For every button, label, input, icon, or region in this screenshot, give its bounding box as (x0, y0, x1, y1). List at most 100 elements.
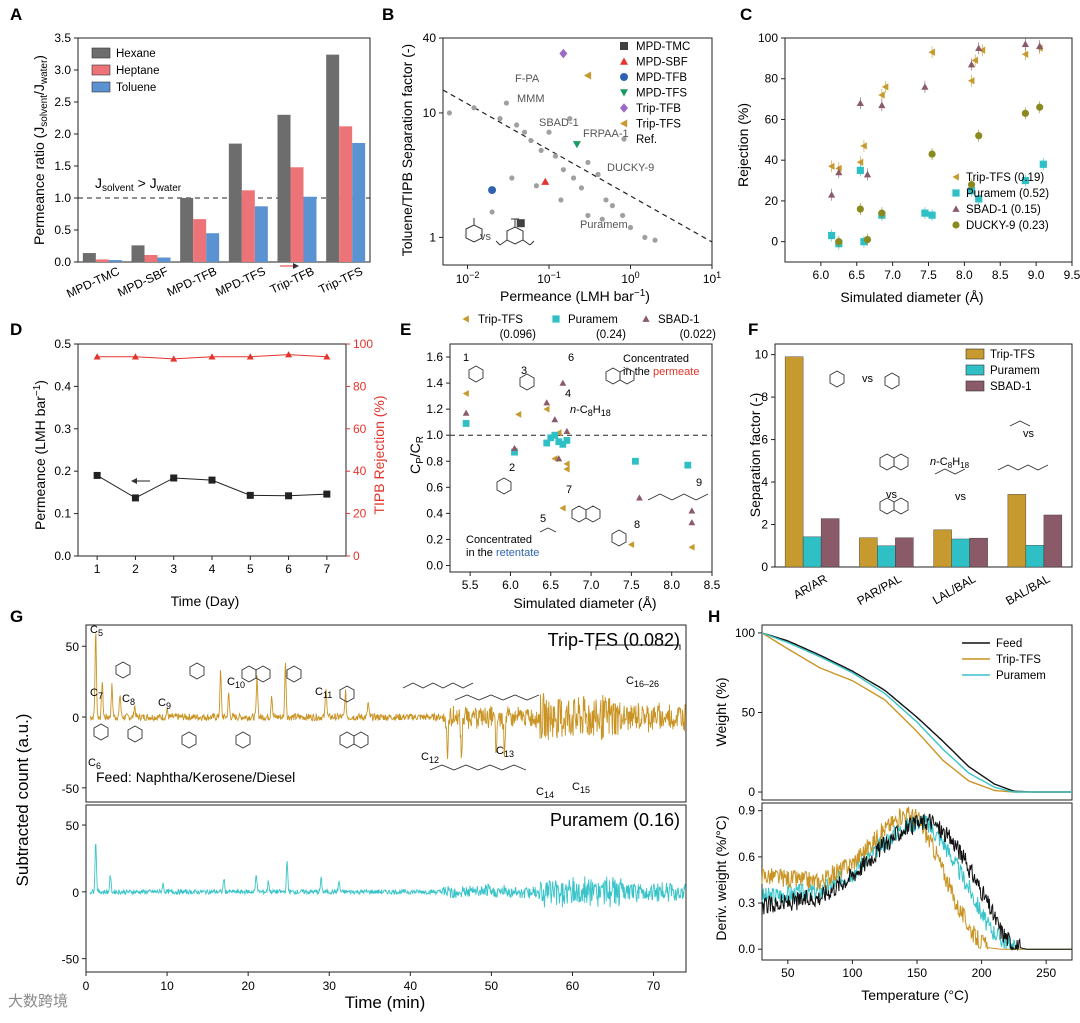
panel-g-xtick-label: 60 (566, 979, 580, 993)
panel-b-point-mpd-sbf (541, 177, 550, 185)
panel-b-point-ref- (471, 105, 477, 111)
panel-letter-h: H (708, 607, 720, 626)
panel-c-ytick-label: 0 (771, 235, 778, 249)
panel-a-bar-toluene (303, 196, 317, 262)
panel-a-category-label: MPD-TFB (165, 264, 219, 299)
toluene-structure-icon (465, 218, 483, 243)
panel-c-point-ducky-9 (863, 236, 872, 244)
panel-e-labels: 1 2 3 4 5 6 7 8 9 n-C8H18 (463, 352, 702, 531)
panel-a-bar-hexane (180, 198, 194, 262)
panel-b-point-ref- (585, 212, 591, 219)
panel-e-ytick-label: 0.6 (426, 480, 443, 494)
panel-e-region-top-c: permeate (653, 366, 699, 378)
panel-b-point-mpd-tfs (572, 141, 581, 149)
panel-e-region-bottom-b: in the (466, 547, 496, 559)
panel-e-point-puramem (543, 439, 551, 447)
panel-c-point-sbad-1 (967, 60, 976, 68)
panel-h-ytick-label: 0.0 (738, 942, 755, 956)
panel-a-reference-label: Jsolvent > Jwater (95, 175, 182, 194)
panel-h-ytick-label: 0 (748, 785, 755, 799)
panel-c-legend: Trip-TFS (0.19) Puramem (0.52) SBAD-1 (0.1… (952, 172, 1049, 232)
panel-e-point-trip-tfs (515, 410, 522, 418)
panel-e: E CP/CR Simulated diameter (Å) 5.5 6.0 6.5… (400, 314, 721, 611)
panel-e-legend-label: SBAD-1 (658, 314, 700, 326)
panel-h-ytick-label: 100 (735, 626, 755, 640)
panel-f-ytick-label: 0 (761, 560, 768, 574)
panel-letter-e: E (400, 320, 411, 339)
panel-e-point-puramem (555, 438, 563, 446)
panel-a-bar-hexane (131, 245, 145, 262)
panel-c-point-puramem (921, 209, 929, 217)
panel-g-carbon-label: C10 (227, 676, 245, 690)
panel-f-bar-sbad-1 (969, 537, 988, 568)
panel-h-xtick-label: 250 (1036, 966, 1056, 980)
panel-c-xtick-label: 8.0 (956, 268, 973, 282)
panel-f-category-label: LAL/BAL (930, 571, 978, 607)
panel-b-xtick-label: 100 (621, 270, 639, 286)
panel-g-carbon-label: C12 (421, 751, 439, 765)
panel-h-deriv-feed (761, 813, 1072, 952)
panel-d-y2label: TIPB Rejection (%) (371, 395, 387, 514)
panel-a-frame (77, 37, 371, 263)
panel-c-xlabel: Simulated diameter (Å) (840, 289, 983, 305)
panel-c-legend-marker (952, 173, 959, 181)
panel-g-carbon-label: C16–26 (626, 675, 659, 689)
panel-e-region-top: in the permeate (623, 366, 699, 378)
panel-h-ylabel-bottom: Deriv. weight (%/°C) (713, 815, 729, 940)
panel-b-point-ref- (609, 203, 616, 209)
panel-d-xtick-label: 7 (324, 562, 331, 576)
panel-g-carbon-label: C8 (122, 693, 135, 707)
panel-c-point-ducky-9 (975, 132, 983, 140)
panel-e-label-8: 8 (634, 519, 640, 531)
panel-d-point-permeance (323, 490, 331, 498)
panel-b-point-trip-tfs (583, 71, 592, 80)
panel-b-point-ref- (595, 171, 601, 178)
panel-a-category-label: Trip-TFB (268, 264, 316, 297)
panel-b-point-ref- (446, 110, 453, 116)
panel-f-legend-puramem-label: Puramem (990, 365, 1040, 377)
panel-d-y2tick-label: 20 (353, 507, 367, 521)
panel-e-xlabel: Simulated diameter (Å) (513, 595, 656, 611)
panel-b-xlabel: Permeance (LMH bar−1) (500, 288, 650, 304)
panel-e-molecule-icons (468, 365, 709, 547)
panel-b-point-ref- (533, 183, 539, 189)
panel-h-deriv-trip-tfs (761, 806, 1072, 950)
panel-e-legend-label: Trip-TFS (478, 314, 523, 326)
panel-e-xtick-label: 5.5 (462, 578, 479, 592)
panel-g-bottom-frame (85, 804, 687, 973)
panel-g-ytick-label: -50 (62, 953, 80, 967)
panel-a-bar-toluene (157, 257, 171, 262)
panel-c-xtick-label: 6.0 (813, 268, 830, 282)
panel-e-point-sbad-1 (688, 507, 696, 514)
panel-e-legend: Trip-TFS (0.096) Puramem (0.24) SBAD-1 (0.022… (462, 314, 716, 341)
panel-a-legend-heptane-label: Heptane (116, 65, 159, 77)
panel-e-frame (449, 343, 713, 573)
panel-e-region-top-b: in the (623, 366, 653, 378)
panel-c-point-trip-tfs (1021, 50, 1029, 58)
panel-f-legend-sbad-1-label: SBAD-1 (990, 381, 1032, 393)
panel-h-ylabel-top: Weight (%) (713, 678, 729, 747)
panel-d-frame (77, 343, 347, 557)
panel-b-legend-label: Trip-TFS (636, 119, 681, 131)
panel-e-xtick-label: 8.5 (704, 578, 721, 592)
panel-b-legend-label: MPD-TFS (636, 88, 687, 100)
panel-g-carbon-label: C7 (90, 687, 103, 701)
panel-f-ytick-label: 4 (761, 475, 768, 489)
panel-e-legend-marker (462, 315, 469, 323)
panel-f-bar-trip-tfs (933, 529, 952, 568)
panel-h-ytick-label: 0.6 (738, 850, 755, 864)
panel-d-xtick-label: 3 (170, 562, 177, 576)
panel-c: C Rejection (%) Simulated diameter (Å) 6… (735, 5, 1080, 305)
panel-e-xtick-label: 6.0 (502, 578, 519, 592)
panel-e-point-sbad-1 (636, 494, 643, 501)
panel-b-annotation: SBAD-1 (539, 117, 579, 129)
panel-d-ytick-label: 0.2 (54, 464, 71, 478)
panel-c-point-ducky-9 (1036, 103, 1044, 111)
panel-c-xtick-label: 7.5 (920, 268, 937, 282)
panel-h-weight-puramem (761, 632, 1072, 793)
panel-d-xtick-label: 2 (132, 562, 139, 576)
panel-d-point-rejection (323, 353, 331, 360)
panel-f-ylabel: Separation factor (-) (747, 393, 763, 518)
panel-g-feed-note: Feed: Naphtha/Kerosene/Diesel (96, 769, 295, 785)
